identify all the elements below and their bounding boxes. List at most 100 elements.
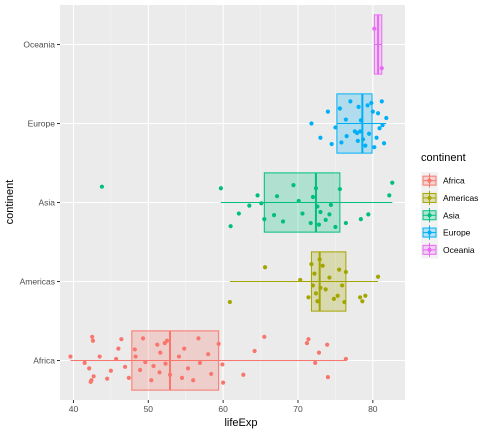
data-point: [191, 378, 196, 383]
data-point: [143, 359, 148, 365]
data-point: [68, 354, 73, 359]
data-point: [366, 212, 371, 217]
x-tick-label: 50: [144, 404, 154, 414]
data-point: [298, 277, 303, 283]
data-point: [197, 360, 203, 365]
data-point: [375, 111, 381, 116]
data-point: [315, 204, 320, 209]
data-point: [331, 296, 337, 301]
y-tick-label: Oceania: [23, 40, 55, 50]
legend-label: Asia: [443, 210, 460, 220]
data-point: [381, 141, 387, 146]
x-tick-label: 60: [218, 404, 228, 414]
data-point: [390, 180, 395, 185]
legend-key-point: [427, 230, 432, 235]
data-point: [155, 342, 160, 347]
data-point: [291, 183, 296, 188]
y-tick-label: Europe: [28, 119, 56, 129]
legend-key-point: [427, 178, 432, 183]
data-point: [309, 121, 314, 126]
data-point: [363, 143, 368, 148]
data-point: [108, 368, 113, 373]
data-point: [90, 338, 96, 343]
data-point: [356, 104, 361, 110]
data-point: [310, 283, 316, 288]
legend-key-point: [427, 247, 432, 252]
data-point: [380, 122, 385, 128]
data-point: [333, 224, 338, 230]
data-point: [348, 99, 353, 104]
data-point: [384, 115, 389, 121]
data-point: [335, 293, 340, 298]
data-point: [167, 372, 173, 377]
legend: continent Africa Americas Asia Europe Oceani…: [421, 152, 478, 259]
data-point: [344, 134, 349, 139]
data-point: [126, 375, 131, 380]
data-point: [337, 186, 342, 192]
data-point: [313, 291, 319, 296]
data-point: [82, 360, 87, 365]
data-point: [316, 350, 322, 355]
data-point: [252, 348, 257, 354]
x-tick-label: 80: [368, 404, 378, 414]
data-point: [221, 380, 226, 385]
axes: 40 50 60 70 80 Africa Americas Asia Europe Oceani…: [20, 40, 378, 415]
data-point: [306, 295, 311, 300]
data-point: [206, 352, 211, 357]
data-point: [366, 131, 372, 136]
data-point: [185, 366, 191, 371]
data-point: [370, 109, 375, 114]
data-point: [325, 374, 331, 380]
data-point: [182, 346, 187, 351]
data-point: [97, 354, 102, 359]
data-point: [116, 346, 121, 351]
data-point: [318, 135, 323, 140]
plot-marks: [68, 14, 395, 391]
data-point: [339, 140, 344, 145]
legend-key-point: [427, 213, 432, 218]
data-point: [313, 360, 318, 365]
data-point: [259, 201, 264, 206]
data-point: [315, 299, 320, 304]
y-tick-label: Africa: [33, 356, 55, 366]
data-point: [327, 212, 332, 217]
box: [131, 330, 220, 391]
data-point: [318, 285, 323, 290]
data-point: [91, 374, 96, 379]
data-point: [360, 137, 366, 142]
data-point: [374, 135, 379, 140]
legend-title: continent: [421, 152, 466, 164]
data-point: [343, 220, 348, 226]
data-point: [379, 66, 384, 71]
data-point: [140, 336, 146, 341]
data-point: [88, 379, 93, 384]
data-point: [236, 211, 241, 216]
data-point: [137, 367, 143, 373]
y-tick-label: Asia: [38, 198, 55, 208]
data-point: [318, 209, 323, 215]
data-point: [179, 375, 185, 380]
x-axis-title: lifeExp: [224, 417, 257, 429]
data-point: [262, 265, 268, 270]
data-point: [241, 372, 246, 377]
data-point: [132, 347, 137, 352]
data-point: [220, 362, 225, 367]
data-point: [310, 194, 316, 200]
data-point: [342, 299, 347, 305]
data-point: [358, 118, 363, 123]
data-point: [119, 337, 124, 342]
data-point: [369, 100, 374, 106]
data-point: [337, 267, 342, 272]
data-point: [306, 337, 311, 342]
data-point: [372, 145, 377, 150]
data-point: [262, 216, 267, 222]
data-point: [162, 341, 167, 346]
data-point: [158, 350, 163, 355]
data-point: [327, 275, 332, 280]
x-tick-label: 40: [69, 404, 79, 414]
data-point: [227, 299, 232, 305]
data-point: [360, 299, 365, 304]
data-point: [274, 194, 280, 199]
data-point: [99, 184, 105, 189]
data-point: [379, 99, 384, 104]
